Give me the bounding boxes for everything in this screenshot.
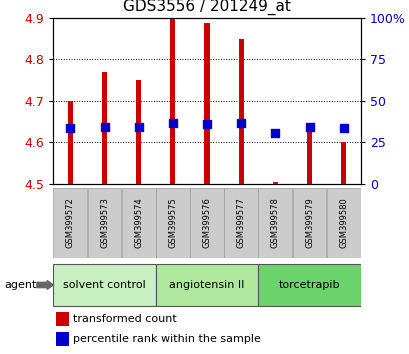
Text: GSM399573: GSM399573 — [100, 198, 109, 249]
Bar — [102, 72, 107, 184]
Bar — [53, 188, 87, 258]
Text: transformed count: transformed count — [73, 314, 177, 324]
Title: GDS3556 / 201249_at: GDS3556 / 201249_at — [123, 0, 290, 15]
Bar — [53, 264, 155, 306]
Bar — [56, 312, 69, 326]
Bar — [224, 188, 258, 258]
Point — [135, 124, 142, 130]
Bar — [238, 39, 243, 184]
Bar — [136, 80, 141, 184]
Text: GSM399572: GSM399572 — [66, 198, 75, 249]
Bar — [326, 188, 360, 258]
Text: solvent control: solvent control — [63, 280, 146, 290]
Bar — [306, 130, 311, 184]
Bar — [340, 142, 346, 184]
Point — [101, 124, 108, 130]
Bar — [190, 188, 223, 258]
Bar — [155, 264, 258, 306]
Text: GSM399580: GSM399580 — [338, 198, 347, 249]
Bar — [258, 264, 360, 306]
Bar — [292, 188, 326, 258]
Point — [339, 125, 346, 130]
Point — [203, 121, 210, 127]
Text: GSM399578: GSM399578 — [270, 198, 279, 249]
Point — [306, 124, 312, 130]
Bar — [204, 23, 209, 184]
Bar — [121, 188, 155, 258]
Point — [67, 125, 74, 131]
Text: percentile rank within the sample: percentile rank within the sample — [73, 334, 261, 344]
Text: GSM399579: GSM399579 — [304, 198, 313, 249]
Text: GSM399577: GSM399577 — [236, 198, 245, 249]
Text: GSM399574: GSM399574 — [134, 198, 143, 249]
Bar — [258, 188, 292, 258]
Bar — [170, 18, 175, 184]
Bar — [88, 188, 121, 258]
Point — [169, 120, 176, 125]
Point — [272, 131, 278, 136]
Text: angiotensin II: angiotensin II — [169, 280, 244, 290]
Bar — [272, 182, 277, 184]
Bar — [56, 332, 69, 346]
Point — [237, 120, 244, 125]
Text: agent: agent — [4, 280, 36, 290]
Bar — [67, 101, 73, 184]
Text: GSM399575: GSM399575 — [168, 198, 177, 249]
Text: torcetrapib: torcetrapib — [278, 280, 339, 290]
Bar — [155, 188, 189, 258]
Text: GSM399576: GSM399576 — [202, 198, 211, 249]
